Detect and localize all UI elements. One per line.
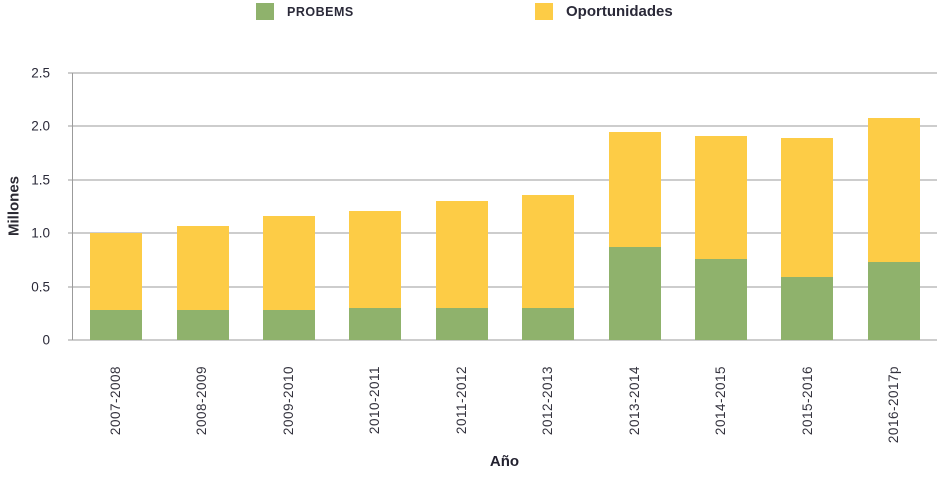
x-label-cell: 2010-2011 [349,366,401,434]
probems-segment [176,310,229,340]
bar-2013-2014 [608,131,661,340]
oportunidades-segment [522,194,575,308]
gridline [68,232,937,234]
bar-2010-2011 [349,210,402,340]
x-tick-label: 2013-2014 [626,366,642,436]
legend-label-probems: PROBEMS [287,4,354,19]
y-tick-label: 2.0 [31,118,50,134]
bar-2014-2015 [694,136,747,340]
y-tick-label: 1.0 [31,225,50,241]
x-tick-label: 2014-2015 [713,366,729,436]
x-tick-label: 2010-2011 [367,366,383,435]
oportunidades-segment [435,201,488,308]
y-tick-label: 0 [42,332,50,348]
gridline [68,72,937,74]
legend-label-oportunidades: Oportunidades [566,3,673,20]
oportunidades-segment [781,138,834,277]
y-tick-label: 0.5 [31,279,50,295]
oportunidades-segment [608,131,661,248]
oportunidades-swatch-icon [535,3,553,20]
x-tick-label: 2011-2012 [453,366,469,435]
probems-segment [867,262,920,340]
bar-2009-2010 [262,216,315,340]
x-label-cell: 2012-2013 [522,366,574,435]
x-tick-label: 2016-2017p [886,366,902,444]
oportunidades-segment [262,216,315,311]
probems-segment [435,307,488,340]
x-tick-label: 2009-2010 [280,366,296,436]
x-label-cell: 2008-2009 [176,366,228,435]
bar-2015-2016 [781,138,834,340]
probems-segment [781,277,834,340]
x-tick-label: 2008-2009 [194,366,210,436]
y-axis-ticks: 0 0.5 1.0 1.5 2.0 2.5 [0,66,62,348]
probems-segment [349,307,402,340]
y-tick-label: 2.5 [31,65,50,81]
bar-2016-2017p [867,117,920,340]
probems-segment [90,310,143,340]
x-tick-label: 2007-2008 [107,366,123,436]
gridline [68,286,937,288]
probems-segment [262,310,315,340]
x-axis-title: Año [489,453,520,470]
gridline [68,125,937,127]
oportunidades-segment [349,210,402,308]
probems-swatch-icon [256,3,274,20]
x-axis-labels: 2007-2008 2008-2009 2009-2010 2010-2011 2011… [72,366,937,452]
bar-2011-2012 [435,201,488,340]
x-tick-label: 2015-2016 [799,366,815,436]
gridline [68,179,937,181]
x-label-cell: 2014-2015 [695,366,747,435]
x-label-cell: 2011-2012 [435,366,487,434]
probems-segment [522,307,575,340]
legend-item-oportunidades: Oportunidades [535,3,673,20]
probems-segment [608,247,661,340]
bars-container [73,73,937,340]
oportunidades-segment [176,225,229,311]
bar-2007-2008 [90,233,143,340]
x-label-cell: 2009-2010 [262,366,314,435]
bar-2008-2009 [176,225,229,340]
gridline [68,339,937,341]
x-label-cell: 2015-2016 [781,366,833,435]
bar-2012-2013 [522,194,575,340]
oportunidades-segment [694,136,747,259]
oportunidades-segment [867,117,920,263]
probems-segment [694,258,747,340]
x-label-cell: 2013-2014 [608,366,660,435]
plot-area [68,72,937,341]
x-label-cell: 2007-2008 [89,366,141,435]
y-tick-label: 1.5 [31,172,50,188]
legend-item-probems: PROBEMS [256,3,354,20]
oportunidades-segment [90,233,143,311]
x-label-cell: 2016-2017p [868,366,920,443]
x-tick-label: 2012-2013 [540,366,556,436]
